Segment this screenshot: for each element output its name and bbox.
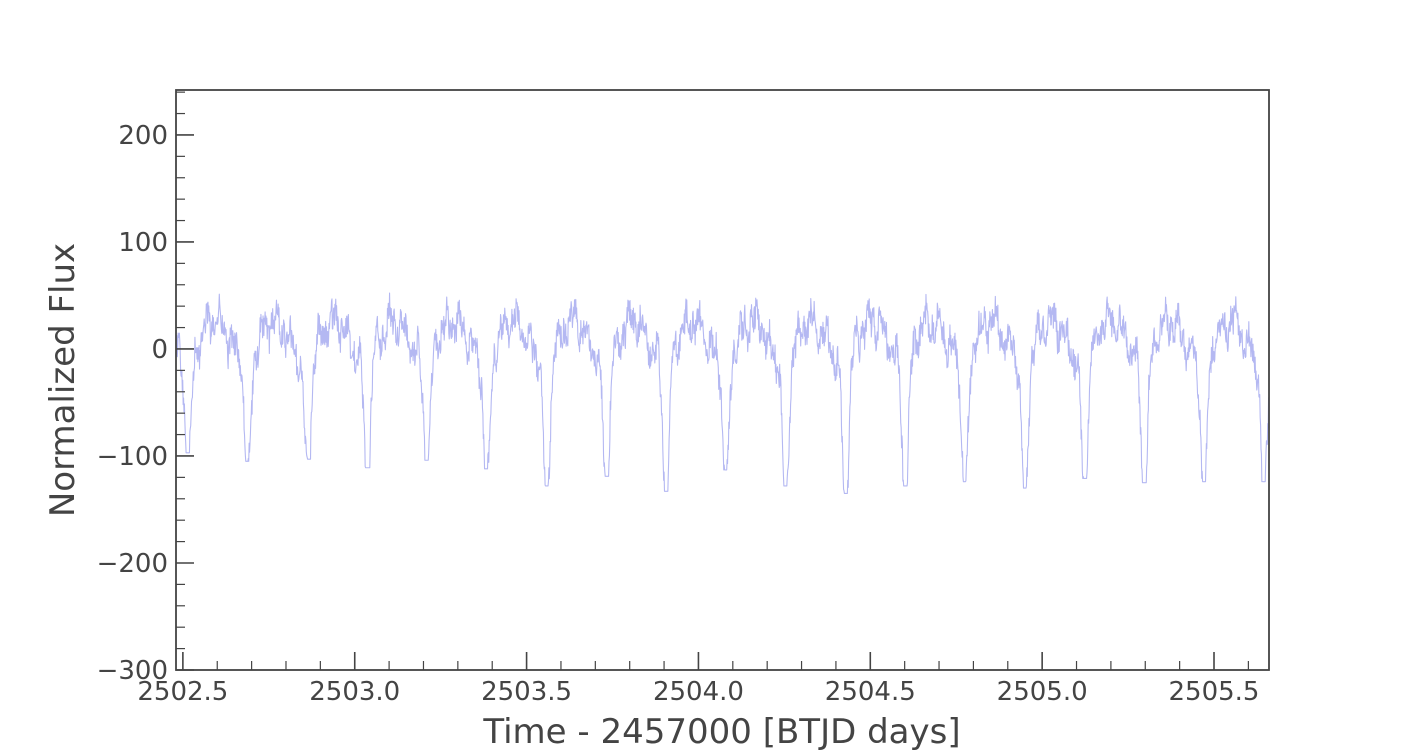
y-axis-label: Normalized Flux	[43, 243, 83, 517]
y-tick-label: 200	[118, 121, 168, 151]
x-tick-label: 2502.5	[137, 677, 228, 707]
x-axis-label: Time - 2457000 [BTJD days]	[482, 712, 960, 752]
x-axis: 2502.5 2503.0 2503.5 2504.0 2504.5 2505.0 2505…	[137, 652, 1259, 707]
x-tick-label: 2504.5	[825, 677, 916, 707]
flux-line	[175, 292, 1270, 494]
y-tick-label: −300	[97, 656, 168, 686]
x-tick-label: 2503.5	[481, 677, 572, 707]
x-tick-label: 2505.0	[997, 677, 1088, 707]
y-tick-label: −100	[97, 442, 168, 472]
flux-series-group	[175, 292, 1270, 494]
x-tick-label: 2505.5	[1169, 677, 1260, 707]
y-tick-label: −200	[97, 549, 168, 579]
y-tick-label: 0	[151, 335, 168, 365]
y-tick-label: 100	[118, 228, 168, 258]
y-axis: −300 −200 −100 0 100 200	[97, 91, 194, 686]
x-tick-label: 2504.0	[653, 677, 744, 707]
x-tick-label: 2503.0	[309, 677, 400, 707]
plot-frame	[175, 89, 1270, 671]
